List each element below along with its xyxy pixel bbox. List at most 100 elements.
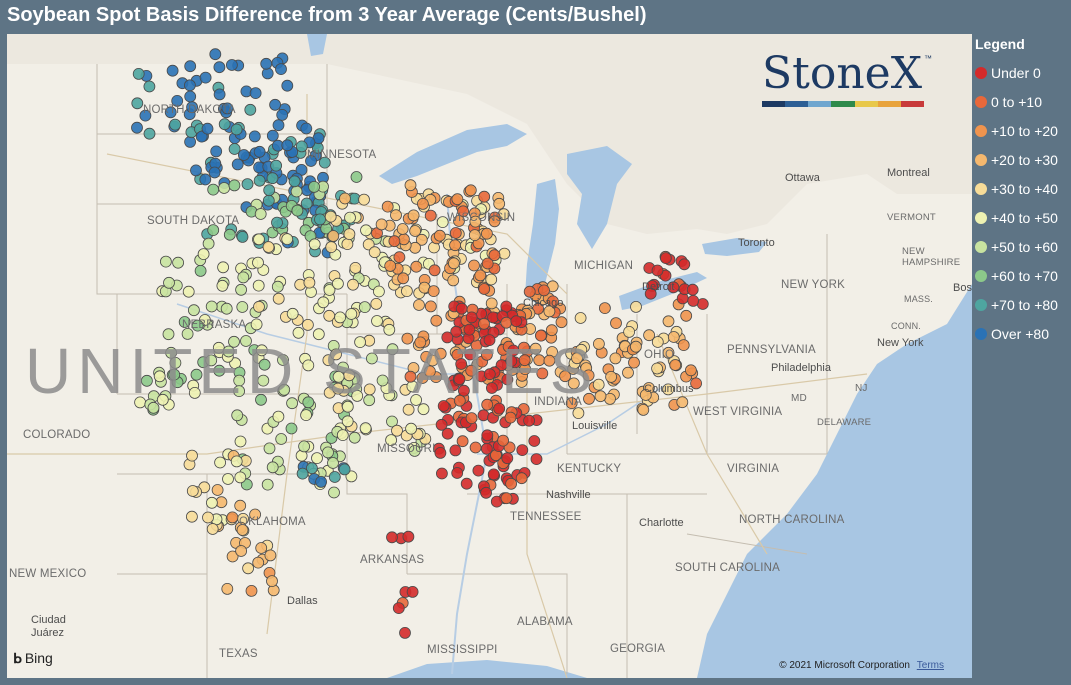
basis-point-marker[interactable] <box>391 424 403 437</box>
basis-point-marker[interactable] <box>236 230 249 243</box>
basis-point-marker[interactable] <box>424 300 437 313</box>
basis-point-marker[interactable] <box>324 210 337 223</box>
basis-point-marker[interactable] <box>253 174 266 187</box>
basis-point-marker[interactable] <box>210 145 223 158</box>
basis-point-marker[interactable] <box>255 344 268 357</box>
basis-point-marker[interactable] <box>286 307 299 320</box>
basis-point-marker[interactable] <box>262 194 275 207</box>
basis-point-marker[interactable] <box>363 383 376 396</box>
bing-attribution[interactable]: ᖯ Bing <box>13 650 53 667</box>
basis-point-marker[interactable] <box>402 403 415 416</box>
basis-point-marker[interactable] <box>332 382 344 395</box>
basis-point-marker[interactable] <box>662 346 675 359</box>
basis-point-marker[interactable] <box>485 382 498 394</box>
basis-point-marker[interactable] <box>434 446 447 459</box>
basis-point-marker[interactable] <box>275 433 288 445</box>
basis-point-marker[interactable] <box>354 336 367 349</box>
basis-point-marker[interactable] <box>416 372 429 384</box>
basis-point-marker[interactable] <box>311 452 323 465</box>
basis-point-marker[interactable] <box>480 227 493 240</box>
basis-point-marker[interactable] <box>397 233 410 246</box>
basis-point-marker[interactable] <box>248 130 261 143</box>
basis-point-marker[interactable] <box>191 319 204 332</box>
basis-point-marker[interactable] <box>622 366 634 379</box>
basis-point-marker[interactable] <box>214 456 227 469</box>
basis-point-marker[interactable] <box>181 327 194 340</box>
basis-point-marker[interactable] <box>234 471 247 484</box>
basis-point-marker[interactable] <box>205 300 218 313</box>
basis-point-marker[interactable] <box>235 545 248 557</box>
basis-point-marker[interactable] <box>487 468 500 481</box>
basis-point-marker[interactable] <box>225 59 238 71</box>
basis-point-marker[interactable] <box>341 415 354 428</box>
basis-point-marker[interactable] <box>441 427 454 440</box>
basis-point-marker[interactable] <box>305 155 317 167</box>
basis-point-marker[interactable] <box>529 342 542 355</box>
basis-point-marker[interactable] <box>183 79 196 92</box>
basis-point-marker[interactable] <box>258 358 271 371</box>
basis-point-marker[interactable] <box>469 215 482 228</box>
basis-point-marker[interactable] <box>435 418 448 431</box>
basis-point-marker[interactable] <box>228 143 241 155</box>
basis-point-marker[interactable] <box>312 328 325 341</box>
basis-point-marker[interactable] <box>240 335 252 347</box>
basis-point-marker[interactable] <box>680 309 693 322</box>
basis-point-marker[interactable] <box>449 227 462 239</box>
basis-point-marker[interactable] <box>314 213 326 226</box>
basis-point-marker[interactable] <box>559 370 571 383</box>
basis-point-marker[interactable] <box>667 281 680 294</box>
basis-point-marker[interactable] <box>213 61 226 74</box>
basis-point-marker[interactable] <box>360 224 372 237</box>
basis-point-marker[interactable] <box>143 80 156 93</box>
basis-point-marker[interactable] <box>140 374 153 387</box>
basis-point-marker[interactable] <box>343 228 356 241</box>
basis-point-marker[interactable] <box>338 463 351 476</box>
basis-point-marker[interactable] <box>455 302 468 315</box>
basis-point-marker[interactable] <box>244 103 257 116</box>
basis-point-marker[interactable] <box>264 549 277 562</box>
basis-point-marker[interactable] <box>690 377 702 390</box>
basis-point-marker[interactable] <box>131 97 144 110</box>
basis-point-marker[interactable] <box>407 209 420 222</box>
basis-point-marker[interactable] <box>408 444 421 457</box>
basis-point-marker[interactable] <box>296 467 309 480</box>
basis-point-marker[interactable] <box>182 285 195 298</box>
basis-point-marker[interactable] <box>365 352 378 365</box>
basis-point-marker[interactable] <box>269 98 282 111</box>
basis-point-marker[interactable] <box>169 356 182 369</box>
basis-point-marker[interactable] <box>201 122 214 135</box>
basis-point-marker[interactable] <box>270 159 283 172</box>
basis-point-marker[interactable] <box>300 197 313 210</box>
basis-point-marker[interactable] <box>159 255 172 268</box>
basis-point-marker[interactable] <box>465 412 478 425</box>
basis-point-marker[interactable] <box>350 171 363 183</box>
basis-point-marker[interactable] <box>153 370 166 383</box>
basis-point-marker[interactable] <box>644 287 657 300</box>
basis-point-marker[interactable] <box>271 216 283 229</box>
legend-item[interactable]: +30 to +40 <box>975 174 1058 203</box>
basis-point-marker[interactable] <box>349 261 362 274</box>
basis-point-marker[interactable] <box>401 332 414 345</box>
basis-point-marker[interactable] <box>205 354 218 367</box>
basis-point-marker[interactable] <box>275 63 287 75</box>
basis-point-marker[interactable] <box>206 523 219 535</box>
basis-point-marker[interactable] <box>481 257 494 270</box>
basis-point-marker[interactable] <box>266 575 278 587</box>
basis-point-marker[interactable] <box>263 184 276 197</box>
basis-point-marker[interactable] <box>199 173 212 186</box>
basis-point-marker[interactable] <box>233 385 246 398</box>
basis-point-marker[interactable] <box>266 461 279 474</box>
basis-point-marker[interactable] <box>518 354 531 367</box>
basis-point-marker[interactable] <box>500 300 513 313</box>
basis-point-marker[interactable] <box>400 285 413 298</box>
basis-point-marker[interactable] <box>286 397 299 410</box>
basis-point-marker[interactable] <box>474 269 487 282</box>
basis-point-marker[interactable] <box>332 370 345 383</box>
basis-point-marker[interactable] <box>300 409 313 422</box>
basis-point-marker[interactable] <box>347 278 359 291</box>
basis-point-marker[interactable] <box>190 164 202 177</box>
basis-point-marker[interactable] <box>370 297 383 310</box>
basis-point-marker[interactable] <box>510 315 523 328</box>
basis-point-marker[interactable] <box>162 328 175 341</box>
basis-point-marker[interactable] <box>222 473 234 485</box>
